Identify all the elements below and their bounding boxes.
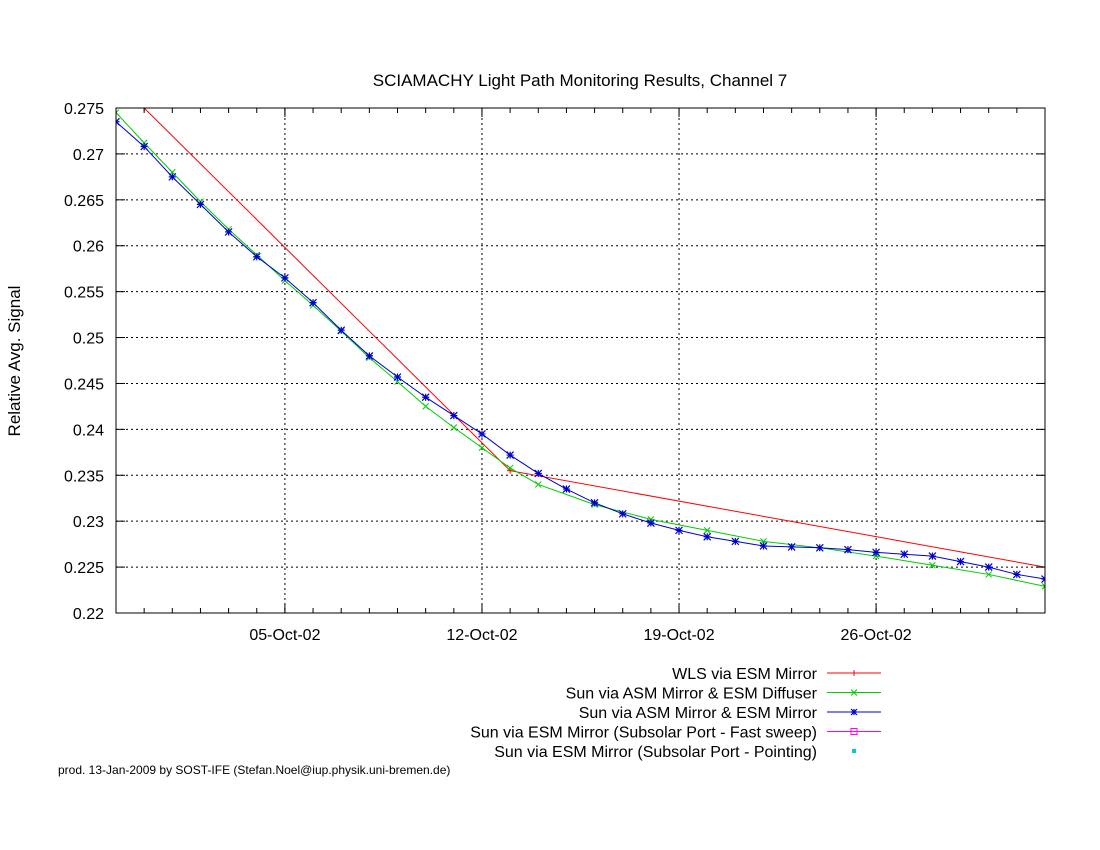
y-tick-label: 0.22 — [73, 606, 104, 623]
data-point — [815, 543, 824, 552]
legend-marker — [850, 689, 858, 696]
footer-credit: prod. 13-Jan-2009 by SOST-IFE (Stefan.No… — [58, 763, 451, 777]
data-point — [675, 526, 683, 535]
data-point — [506, 464, 514, 472]
data-point — [929, 561, 936, 569]
legend-marker — [852, 749, 856, 753]
y-tick-label: 0.265 — [64, 193, 104, 210]
data-point — [449, 411, 458, 420]
data-point — [534, 481, 542, 488]
data-point — [646, 519, 655, 527]
y-tick-label: 0.27 — [73, 147, 104, 164]
data-point — [985, 571, 993, 578]
data-point — [844, 545, 852, 554]
data-point — [759, 542, 768, 550]
legend-label: Sun via ASM Mirror & ESM Mirror — [579, 705, 818, 722]
data-point — [116, 109, 120, 116]
y-tick-label: 0.225 — [64, 560, 104, 577]
legend-item-1: WLS via ESM Mirror — [672, 666, 881, 683]
data-point — [534, 469, 543, 478]
data-point — [928, 552, 937, 560]
legend-label: WLS via ESM Mirror — [672, 666, 818, 683]
data-point — [984, 563, 993, 572]
data-point — [252, 252, 261, 261]
legend: WLS via ESM Mirror Sun via ASM Mirror & E… — [470, 666, 881, 761]
data-point — [393, 373, 402, 381]
data-point — [1041, 583, 1045, 590]
legend-marker — [851, 670, 857, 676]
legend-item-3: Sun via ASM Mirror & ESM Mirror — [579, 705, 881, 722]
data-point — [196, 200, 205, 209]
series-line — [143, 108, 1045, 568]
plot-frame — [115, 107, 1046, 614]
y-tick-label: 0.275 — [64, 101, 104, 118]
data-point — [224, 228, 233, 236]
data-point — [478, 430, 486, 438]
plot-series — [116, 108, 1045, 590]
data-point — [365, 351, 374, 360]
series-line — [116, 112, 1045, 587]
legend-label: Sun via ASM Mirror & ESM Diffuser — [566, 686, 818, 703]
data-point — [506, 451, 515, 459]
x-tick-label: 05-Oct-02 — [249, 627, 320, 644]
data-point — [703, 527, 711, 534]
grid-lines — [116, 108, 1045, 613]
y-tick-label: 0.25 — [73, 331, 104, 348]
data-point — [956, 557, 965, 566]
y-tick-label: 0.245 — [64, 376, 104, 393]
x-tick-label: 26-Oct-02 — [841, 627, 912, 644]
data-point — [872, 548, 881, 557]
legend-item-2: Sun via ASM Mirror & ESM Diffuser — [566, 686, 881, 703]
y-tick-label: 0.255 — [64, 285, 104, 302]
data-point — [731, 537, 740, 546]
series-3 — [116, 117, 1045, 583]
legend-label: Sun via ESM Mirror (Subsolar Port - Poin… — [494, 744, 817, 761]
x-tick-label: 19-Oct-02 — [643, 627, 714, 644]
data-point — [168, 172, 177, 181]
series-2 — [116, 109, 1045, 590]
y-tick-label: 0.26 — [73, 239, 104, 256]
data-point — [450, 424, 458, 431]
legend-label: Sun via ESM Mirror (Subsolar Port - Fast… — [470, 725, 817, 742]
axis-ticks: 0.22 0.225 0.23 0.235 0.24 0.245 0.25 0.255 0.26… — [64, 101, 1046, 644]
data-point — [703, 532, 712, 541]
data-point — [590, 498, 599, 507]
data-point — [478, 444, 486, 452]
legend-marker — [850, 728, 858, 735]
y-tick-label: 0.235 — [64, 468, 104, 485]
data-point — [337, 326, 346, 335]
legend-marker — [850, 708, 858, 716]
data-point — [618, 509, 627, 518]
chart-title: SCIAMACHY Light Path Monitoring Results,… — [373, 71, 788, 90]
legend-item-4: Sun via ESM Mirror (Subsolar Port - Fast… — [470, 725, 881, 742]
data-point — [1012, 570, 1021, 579]
y-tick-label: 0.24 — [73, 422, 104, 439]
data-point — [309, 298, 317, 307]
data-point — [140, 142, 149, 151]
legend-item-5: Sun via ESM Mirror (Subsolar Port - Poin… — [494, 744, 856, 761]
data-point — [562, 485, 571, 493]
data-point — [280, 273, 289, 282]
data-point — [422, 403, 430, 410]
data-point — [900, 550, 909, 559]
x-tick-label: 12-Oct-02 — [446, 627, 517, 644]
y-axis-label: Relative Avg. Signal — [5, 286, 24, 437]
y-tick-label: 0.23 — [73, 514, 104, 531]
series-line — [116, 121, 1045, 580]
data-point — [507, 467, 514, 474]
data-point — [787, 542, 796, 551]
data-point — [421, 393, 430, 402]
